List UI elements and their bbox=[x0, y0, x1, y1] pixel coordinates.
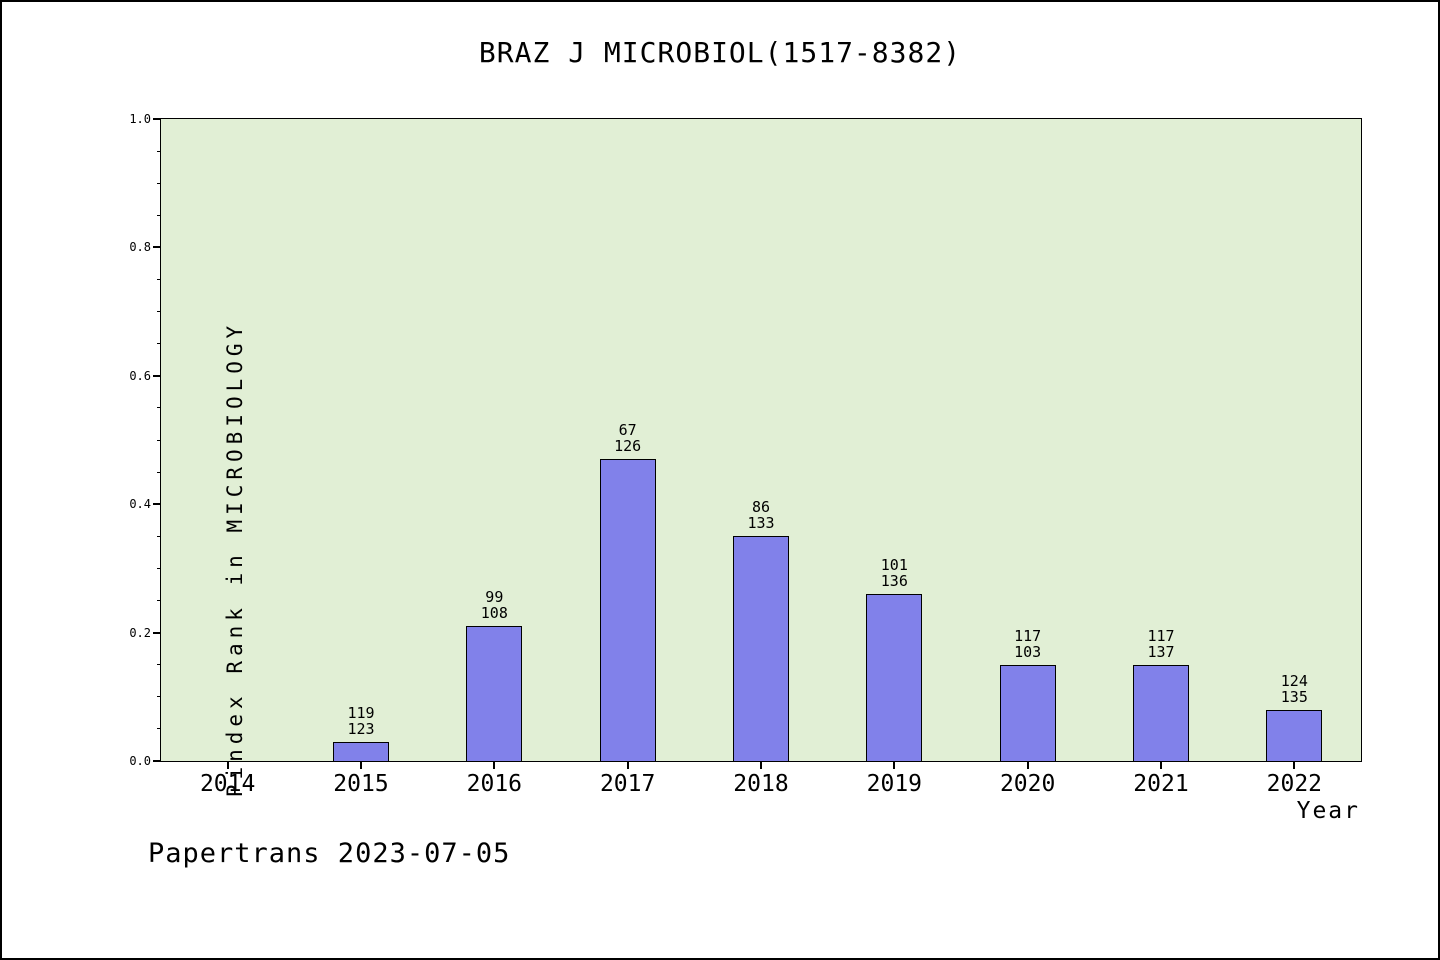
y-axis-tick bbox=[153, 760, 161, 762]
bar-2017 bbox=[599, 459, 656, 761]
bar-value-line: 133 bbox=[747, 514, 775, 533]
y-axis-minor-tick bbox=[157, 471, 161, 473]
y-axis-minor-tick bbox=[157, 567, 161, 569]
x-tick-label-2021: 2021 bbox=[1133, 771, 1189, 797]
y-axis-minor-tick bbox=[157, 343, 161, 345]
bar-2018 bbox=[733, 536, 789, 761]
y-axis-minor-tick bbox=[157, 535, 161, 537]
y-axis-minor-tick bbox=[157, 696, 161, 698]
y-axis-minor-tick bbox=[157, 182, 161, 184]
x-tick-label-2017: 2017 bbox=[599, 771, 656, 797]
y-tick-label: 0.4 bbox=[129, 497, 151, 512]
x-tick-label-2018: 2018 bbox=[733, 771, 789, 797]
y-axis-tick bbox=[153, 631, 161, 634]
x-axis-tick bbox=[1293, 761, 1296, 769]
bar-value-line: 135 bbox=[1280, 687, 1308, 706]
x-axis-tick bbox=[493, 761, 496, 769]
x-axis-tick bbox=[626, 761, 629, 769]
bar-2019 bbox=[866, 594, 923, 761]
y-axis-minor-tick bbox=[157, 311, 161, 313]
bar-value-line: 117 bbox=[1147, 626, 1175, 645]
chart-title: BRAZ J MICROBIOL(1517-8382) bbox=[478, 36, 962, 69]
bar-value-label-2022: 124 135 bbox=[1234, 673, 1354, 705]
bar-value-line: 99 bbox=[485, 588, 504, 607]
bar-2022 bbox=[1266, 709, 1323, 761]
bar-value-line: 108 bbox=[480, 604, 508, 623]
y-axis-tick bbox=[153, 246, 161, 249]
y-axis-minor-tick bbox=[157, 407, 161, 409]
bar-value-line: 136 bbox=[880, 572, 908, 591]
bar-value-label-2017: 67 126 bbox=[568, 422, 688, 454]
x-axis-tick bbox=[226, 761, 229, 769]
x-axis-tick bbox=[360, 761, 362, 769]
bar-value-line: 124 bbox=[1280, 671, 1308, 690]
bar-value-label-2019: 101 136 bbox=[834, 557, 954, 589]
bar-value-label-2020: 117 103 bbox=[968, 628, 1088, 660]
bar-2021 bbox=[1133, 664, 1189, 761]
y-axis-minor-tick bbox=[157, 728, 161, 730]
y-axis-minor-tick bbox=[157, 664, 161, 666]
y-tick-label: 1.0 bbox=[129, 112, 151, 126]
x-axis-tick bbox=[893, 761, 896, 769]
x-tick-label-2020: 2020 bbox=[999, 771, 1056, 797]
y-tick-label: 0.2 bbox=[129, 625, 151, 640]
bar-value-label-2021: 117 137 bbox=[1101, 628, 1221, 660]
x-tick-label-2016: 2016 bbox=[466, 771, 523, 797]
x-axis-label: Year bbox=[1296, 798, 1360, 824]
plot-area: Pindex Rank in MICROBIOLOGY 0.0 0.2 0.4 0.6… bbox=[129, 112, 1362, 797]
y-tick-label: 0.6 bbox=[129, 368, 151, 383]
y-axis-minor-tick bbox=[157, 214, 161, 216]
bar-value-label-2015: 119 123 bbox=[301, 705, 421, 737]
bar-value-line: 86 bbox=[751, 498, 771, 517]
bar-value-label-2018: 86 133 bbox=[701, 499, 821, 531]
bar-value-line: 123 bbox=[347, 719, 375, 738]
x-tick-label-2015: 2015 bbox=[333, 771, 389, 797]
bar-value-line: 126 bbox=[614, 437, 642, 456]
x-axis-tick bbox=[760, 761, 762, 769]
bar-value-line: 119 bbox=[347, 703, 375, 722]
bar-value-line: 137 bbox=[1147, 642, 1175, 661]
x-tick-label-2022: 2022 bbox=[1266, 771, 1323, 797]
bar-value-line: 103 bbox=[1014, 642, 1042, 661]
x-tick-label-2019: 2019 bbox=[866, 771, 923, 797]
y-axis-minor-tick bbox=[157, 439, 161, 441]
y-tick-label: 0.8 bbox=[129, 240, 151, 255]
x-axis-tick bbox=[1026, 761, 1029, 769]
y-axis-minor-tick bbox=[157, 150, 161, 152]
bar-2016 bbox=[466, 626, 523, 761]
bar-2020 bbox=[999, 664, 1056, 761]
bar-value-line: 117 bbox=[1014, 626, 1042, 645]
bar-2015 bbox=[333, 741, 389, 761]
y-axis-minor-tick bbox=[157, 279, 161, 280]
y-tick-label: 0.0 bbox=[129, 754, 151, 768]
bar-value-label-2016: 99 108 bbox=[434, 589, 554, 621]
x-tick-label-2014: 2014 bbox=[199, 771, 256, 797]
footer-watermark: Papertrans 2023-07-05 bbox=[148, 838, 511, 869]
x-axis-tick bbox=[1160, 761, 1162, 769]
y-axis-tick bbox=[153, 503, 161, 506]
bar-value-line: 67 bbox=[618, 421, 637, 440]
bar-value-line: 101 bbox=[880, 556, 908, 575]
y-axis-tick bbox=[153, 374, 161, 377]
y-axis-minor-tick bbox=[157, 600, 161, 601]
y-axis-tick bbox=[153, 118, 161, 120]
